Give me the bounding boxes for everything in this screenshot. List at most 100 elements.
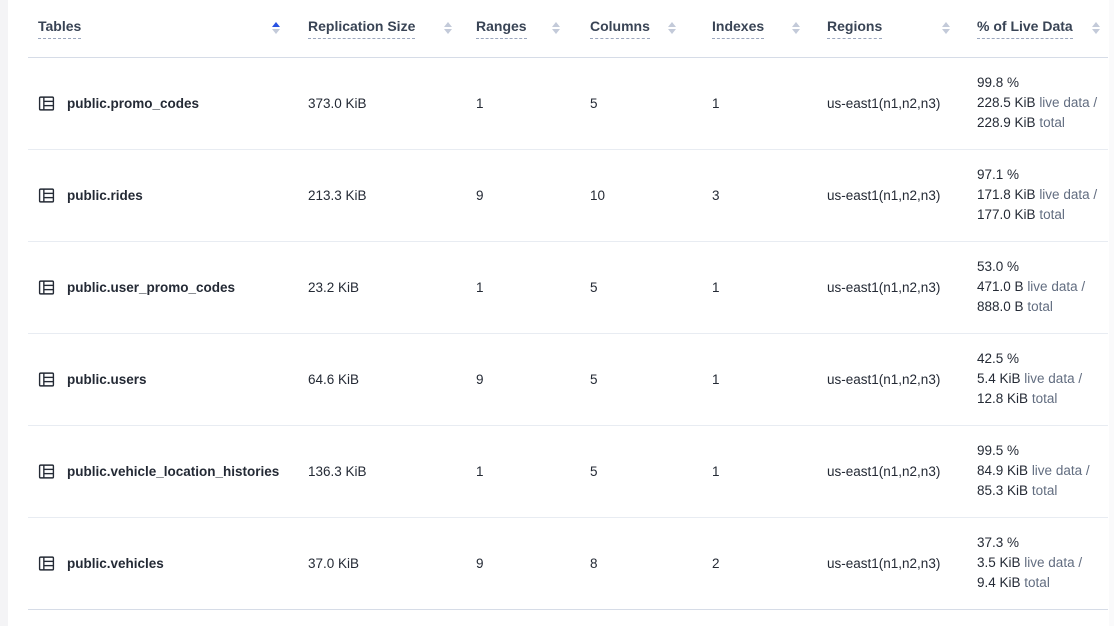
indexes-cell: 2 <box>684 517 808 610</box>
sort-desc-icon <box>792 29 800 35</box>
sort-arrows[interactable] <box>444 22 452 35</box>
ranges-cell: 9 <box>460 517 568 610</box>
ranges-cell: 1 <box>460 241 568 334</box>
column-header-label[interactable]: Tables <box>38 18 82 39</box>
column-header-live-data[interactable]: % of Live Data <box>958 0 1108 58</box>
table-header-row: Tables Replication Size <box>28 0 1108 58</box>
table-icon <box>38 371 55 388</box>
live-data-suffix: live data / <box>1031 463 1090 478</box>
column-header-label[interactable]: Indexes <box>712 18 765 39</box>
total-data-suffix: total <box>1031 391 1058 406</box>
total-data-size: 9.4 KiB <box>977 575 1021 590</box>
replication-size-cell: 64.6 KiB <box>288 333 460 426</box>
total-data-suffix: total <box>1039 115 1065 130</box>
table-name-link[interactable]: public.vehicle_location_histories <box>67 463 280 479</box>
table-row: public.vehicles 37.0 KiB 9 8 2 us-east1(… <box>28 517 1108 610</box>
table-icon <box>38 463 55 480</box>
regions-cell: us-east1(n1,n2,n3) <box>808 241 958 334</box>
regions-cell: us-east1(n1,n2,n3) <box>808 149 958 242</box>
live-percent: 99.8 % <box>977 75 1020 90</box>
column-header-replication-size[interactable]: Replication Size <box>288 0 460 58</box>
table-row: public.promo_codes 373.0 KiB 1 5 1 us-ea… <box>28 57 1108 150</box>
total-data-size: 228.9 KiB <box>977 115 1036 130</box>
column-header-indexes[interactable]: Indexes <box>684 0 808 58</box>
table-name-link[interactable]: public.rides <box>67 187 143 203</box>
column-header-label[interactable]: Columns <box>590 18 650 39</box>
live-data-cell: 99.8 % 228.5 KiB live data / 228.9 KiB t… <box>958 57 1108 150</box>
column-header-columns[interactable]: Columns <box>568 0 684 58</box>
sort-asc-icon <box>668 22 676 28</box>
replication-size-cell: 37.0 KiB <box>288 517 460 610</box>
live-data-cell: 37.3 % 3.5 KiB live data / 9.4 KiB total <box>958 517 1108 610</box>
live-percent: 97.1 % <box>977 167 1020 182</box>
live-data-cell: 42.5 % 5.4 KiB live data / 12.8 KiB tota… <box>958 333 1108 426</box>
total-data-suffix: total <box>1024 575 1050 590</box>
live-data-size: 3.5 KiB <box>977 555 1021 570</box>
table-icon <box>38 95 55 112</box>
replication-size-cell: 136.3 KiB <box>288 425 460 518</box>
columns-cell: 8 <box>568 517 684 610</box>
indexes-cell: 1 <box>684 425 808 518</box>
live-data-cell: 97.1 % 171.8 KiB live data / 177.0 KiB t… <box>958 149 1108 242</box>
total-data-suffix: total <box>1031 483 1058 498</box>
table-name-link[interactable]: public.vehicles <box>67 555 164 571</box>
table-row: public.rides 213.3 KiB 9 10 3 us-east1(n… <box>28 149 1108 242</box>
total-data-size: 177.0 KiB <box>977 207 1036 222</box>
sort-arrows[interactable] <box>942 22 950 35</box>
sort-asc-icon <box>444 22 452 28</box>
indexes-cell: 1 <box>684 57 808 150</box>
sort-arrows[interactable] <box>272 22 280 35</box>
indexes-cell: 3 <box>684 149 808 242</box>
table-name-link[interactable]: public.promo_codes <box>67 95 200 111</box>
sort-desc-icon <box>552 29 560 35</box>
ranges-cell: 9 <box>460 333 568 426</box>
live-percent: 99.5 % <box>977 443 1020 458</box>
live-percent: 37.3 % <box>977 535 1020 550</box>
live-data-cell: 99.5 % 84.9 KiB live data / 85.3 KiB tot… <box>958 425 1108 518</box>
ranges-cell: 9 <box>460 149 568 242</box>
column-header-tables[interactable]: Tables <box>28 0 288 58</box>
live-data-suffix: live data / <box>1039 95 1098 110</box>
indexes-cell: 1 <box>684 333 808 426</box>
column-header-label[interactable]: Replication Size <box>308 18 416 39</box>
regions-cell: us-east1(n1,n2,n3) <box>808 517 958 610</box>
table-row: public.users 64.6 KiB 9 5 1 us-east1(n1,… <box>28 333 1108 426</box>
sort-arrows[interactable] <box>668 22 676 35</box>
sort-asc-icon <box>1092 22 1100 28</box>
column-header-label[interactable]: Ranges <box>476 18 527 39</box>
live-data-size: 5.4 KiB <box>977 371 1021 386</box>
live-data-size: 228.5 KiB <box>977 95 1036 110</box>
database-tables-table: Tables Replication Size <box>28 0 1108 610</box>
sort-asc-icon <box>792 22 800 28</box>
live-data-suffix: live data / <box>1027 279 1086 294</box>
regions-cell: us-east1(n1,n2,n3) <box>808 57 958 150</box>
table-icon <box>38 187 55 204</box>
column-header-ranges[interactable]: Ranges <box>460 0 568 58</box>
indexes-cell: 1 <box>684 241 808 334</box>
column-header-label[interactable]: Regions <box>827 18 883 39</box>
live-data-size: 171.8 KiB <box>977 187 1036 202</box>
sort-arrows[interactable] <box>1092 22 1100 35</box>
total-data-suffix: total <box>1039 207 1065 222</box>
sort-arrows[interactable] <box>552 22 560 35</box>
column-header-regions[interactable]: Regions <box>808 0 958 58</box>
total-data-size: 888.0 B <box>977 299 1024 314</box>
sort-desc-icon <box>444 29 452 35</box>
table-icon <box>38 555 55 572</box>
ranges-cell: 1 <box>460 425 568 518</box>
columns-cell: 5 <box>568 57 684 150</box>
table-icon <box>38 279 55 296</box>
live-data-suffix: live data / <box>1039 187 1098 202</box>
sort-arrows[interactable] <box>792 22 800 35</box>
live-percent: 53.0 % <box>977 259 1020 274</box>
table-name-link[interactable]: public.users <box>67 371 147 387</box>
ranges-cell: 1 <box>460 57 568 150</box>
total-data-size: 85.3 KiB <box>977 483 1029 498</box>
regions-cell: us-east1(n1,n2,n3) <box>808 425 958 518</box>
total-data-suffix: total <box>1027 299 1053 314</box>
regions-cell: us-east1(n1,n2,n3) <box>808 333 958 426</box>
table-name-link[interactable]: public.user_promo_codes <box>67 279 236 295</box>
column-header-label[interactable]: % of Live Data <box>977 18 1073 39</box>
table-row: public.user_promo_codes 23.2 KiB 1 5 1 u… <box>28 241 1108 334</box>
columns-cell: 5 <box>568 425 684 518</box>
